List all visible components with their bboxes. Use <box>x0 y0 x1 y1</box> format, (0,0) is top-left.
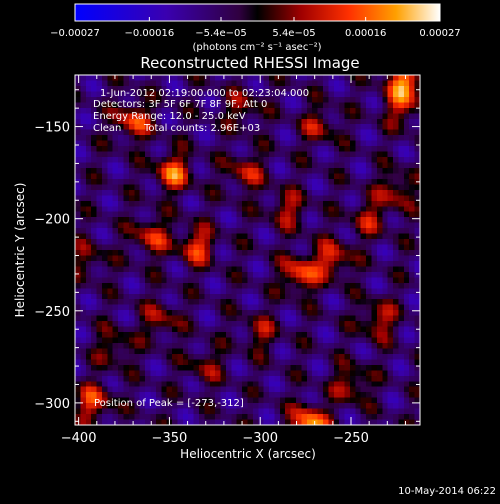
annotation-detectors: Detectors: 3F 5F 6F 7F 8F 9F, Att 0 <box>93 99 267 110</box>
annotation-total-counts: Total counts: 2.96E+03 <box>143 123 260 134</box>
annotation-algorithm: Clean <box>93 123 121 134</box>
colorbar-tick-label: 0.00027 <box>419 28 460 39</box>
x-tick-label: −250 <box>333 431 369 446</box>
colorbar-unit-label: (photons cm⁻² s⁻¹ asec⁻²) <box>192 42 321 53</box>
generated-timestamp: 10-May-2014 06:22 <box>398 486 496 497</box>
annotation-energy-range: Energy Range: 12.0 - 25.0 keV <box>93 111 246 122</box>
colorbar-tick-label: 0.00016 <box>345 28 386 39</box>
y-tick-label: −150 <box>34 121 70 136</box>
y-axis-title: Heliocentric Y (arcsec) <box>13 183 27 318</box>
y-axis: −150 −200 −250 −300 <box>34 89 420 422</box>
chart-title: Reconstructed RHESSI Image <box>140 54 359 72</box>
y-tick-label: −300 <box>34 397 70 412</box>
y-tick-label: −200 <box>34 213 70 228</box>
colorbar: −0.00027 −0.00016 −5.4e−05 5.4e−05 0.00016 0.… <box>50 3 461 53</box>
colorbar-tick-label: −5.4e−05 <box>195 28 247 39</box>
x-tick-label: −350 <box>152 431 188 446</box>
y-tick-label: −250 <box>34 305 70 320</box>
plot-area: −400 −350 −300 −250 −150 −200 −250 −300 <box>34 74 421 446</box>
plot-frame <box>74 74 421 426</box>
annotation-block: 1-Jun-2012 02:19:00.000 to 02:23:04.000 … <box>93 88 309 409</box>
colorbar-tick-label: −0.00027 <box>50 28 100 39</box>
x-tick-label: −400 <box>61 431 97 446</box>
heatmap-image <box>75 75 420 425</box>
annotation-time-range: 1-Jun-2012 02:19:00.000 to 02:23:04.000 <box>100 88 309 99</box>
x-axis-title: Heliocentric X (arcsec) <box>180 447 316 461</box>
colorbar-gradient <box>74 3 441 22</box>
colorbar-tick-label: −0.00016 <box>124 28 174 39</box>
colorbar-ticks: −0.00027 −0.00016 −5.4e−05 5.4e−05 0.00016 0.… <box>50 17 461 39</box>
x-axis: −400 −350 −300 −250 <box>61 75 406 446</box>
peak-position-label: Position of Peak = [-273,-312] <box>94 398 244 409</box>
x-tick-label: −300 <box>242 431 278 446</box>
colorbar-tick-label: 5.4e−05 <box>272 28 315 39</box>
